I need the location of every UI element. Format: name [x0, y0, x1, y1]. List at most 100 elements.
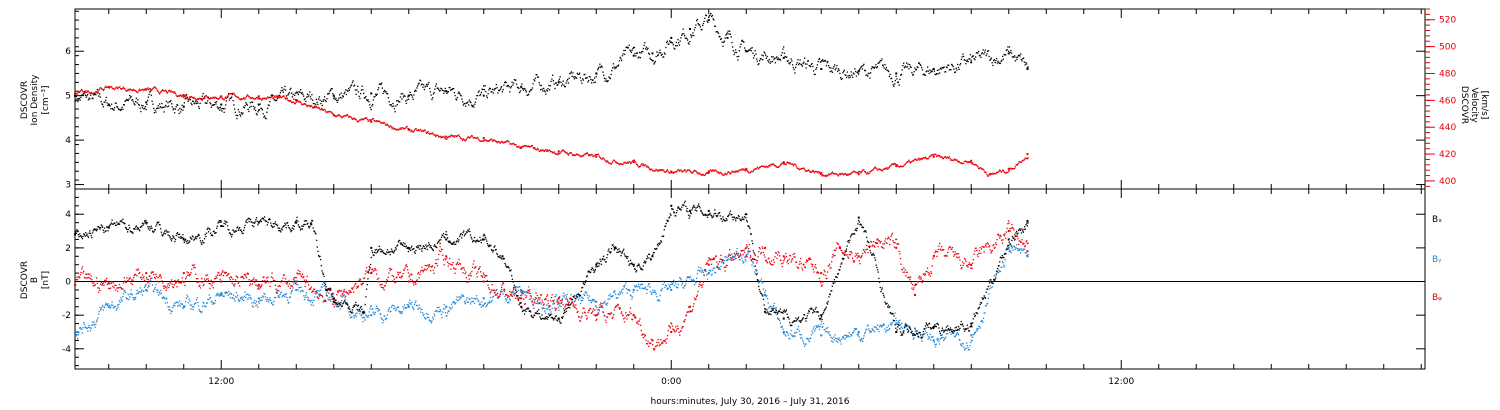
velocity-sample — [323, 108, 325, 111]
by-sample — [492, 296, 494, 298]
by-sample — [997, 271, 999, 273]
bz-sample — [606, 316, 609, 318]
by-sample — [953, 332, 955, 334]
bz-sample — [166, 285, 169, 287]
by-sample — [780, 326, 782, 328]
density-sample — [512, 84, 514, 86]
velocity-sample — [753, 169, 755, 172]
by-sample — [487, 302, 489, 304]
velocity-sample — [492, 139, 495, 142]
by-sample — [330, 300, 332, 302]
density-sample — [135, 97, 138, 99]
density-sample — [225, 100, 228, 102]
density-sample — [948, 69, 951, 71]
by-sample — [588, 299, 590, 301]
by-sample — [375, 308, 377, 310]
velocity-sample — [341, 117, 343, 119]
by-sample — [760, 278, 763, 280]
velocity-sample — [924, 157, 926, 159]
density-sample — [623, 49, 625, 52]
density-sample — [749, 49, 751, 51]
by-sample — [444, 312, 447, 314]
velocity-sample — [775, 165, 777, 168]
bz-sample — [438, 250, 441, 252]
by-sample — [788, 337, 790, 340]
velocity-sample — [752, 170, 754, 173]
by-sample — [287, 302, 289, 304]
velocity-sample — [751, 170, 753, 173]
by-sample — [789, 333, 792, 335]
density-sample — [266, 111, 268, 113]
velocity-sample — [504, 141, 506, 144]
by-sample — [758, 281, 761, 284]
bz-sample — [372, 270, 374, 272]
velocity-sample — [562, 149, 564, 151]
bz-sample — [224, 272, 227, 274]
velocity-sample — [399, 127, 402, 129]
velocity-sample — [270, 96, 273, 98]
velocity-sample — [185, 96, 187, 98]
bz-sample — [237, 276, 239, 279]
by-sample — [205, 305, 207, 308]
bz-sample — [287, 285, 289, 287]
density-sample — [1000, 60, 1002, 63]
velocity-sample — [240, 97, 243, 100]
velocity-sample — [750, 171, 752, 173]
velocity-sample — [351, 118, 354, 120]
bz-sample — [370, 268, 372, 271]
velocity-sample — [1012, 168, 1014, 170]
density-sample — [658, 52, 660, 54]
by-sample — [963, 346, 965, 348]
density-sample — [159, 106, 162, 108]
by-sample — [257, 306, 259, 309]
density-sample — [633, 46, 635, 49]
by-sample — [196, 297, 198, 299]
density-sample — [915, 68, 918, 71]
velocity-sample — [687, 169, 689, 171]
velocity-sample — [426, 132, 428, 134]
by-sample — [949, 331, 951, 333]
density-sample — [1026, 66, 1029, 69]
velocity-sample — [156, 90, 159, 92]
by-sample — [883, 324, 885, 326]
bz-sample — [465, 276, 468, 279]
velocity-sample — [726, 174, 728, 176]
velocity-sample — [682, 170, 684, 172]
by-sample — [601, 303, 603, 305]
bz-sample — [246, 273, 248, 275]
velocity-sample — [963, 160, 966, 163]
by-sample — [330, 296, 333, 298]
by-sample — [696, 277, 698, 280]
by-sample — [341, 296, 343, 298]
velocity-sample — [940, 156, 942, 158]
velocity-sample — [600, 157, 602, 159]
density-sample — [468, 104, 470, 106]
velocity-sample — [961, 163, 963, 165]
bz-sample — [444, 258, 446, 260]
velocity-sample — [933, 155, 935, 157]
by-sample — [820, 320, 823, 323]
density-sample — [201, 98, 203, 100]
density-sample — [758, 63, 760, 65]
by-sample — [486, 305, 488, 307]
velocity-sample — [860, 172, 862, 174]
density-sample — [547, 88, 549, 90]
by-sample — [113, 306, 115, 308]
velocity-sample — [327, 111, 330, 113]
by-sample — [276, 290, 278, 292]
by-sample — [263, 292, 265, 295]
density-sample — [990, 57, 993, 59]
by-sample — [877, 328, 879, 330]
bz-sample — [498, 296, 500, 298]
density-sample — [240, 112, 243, 114]
density-sample — [507, 84, 509, 87]
density-sample — [798, 62, 801, 65]
by-sample — [613, 291, 615, 294]
bz-sample — [602, 311, 605, 314]
density-sample — [900, 73, 903, 76]
density-sample — [582, 78, 584, 80]
by-sample — [376, 307, 379, 310]
by-sample — [91, 324, 93, 326]
bz-point — [145, 272, 148, 275]
bz-sample — [264, 280, 266, 282]
